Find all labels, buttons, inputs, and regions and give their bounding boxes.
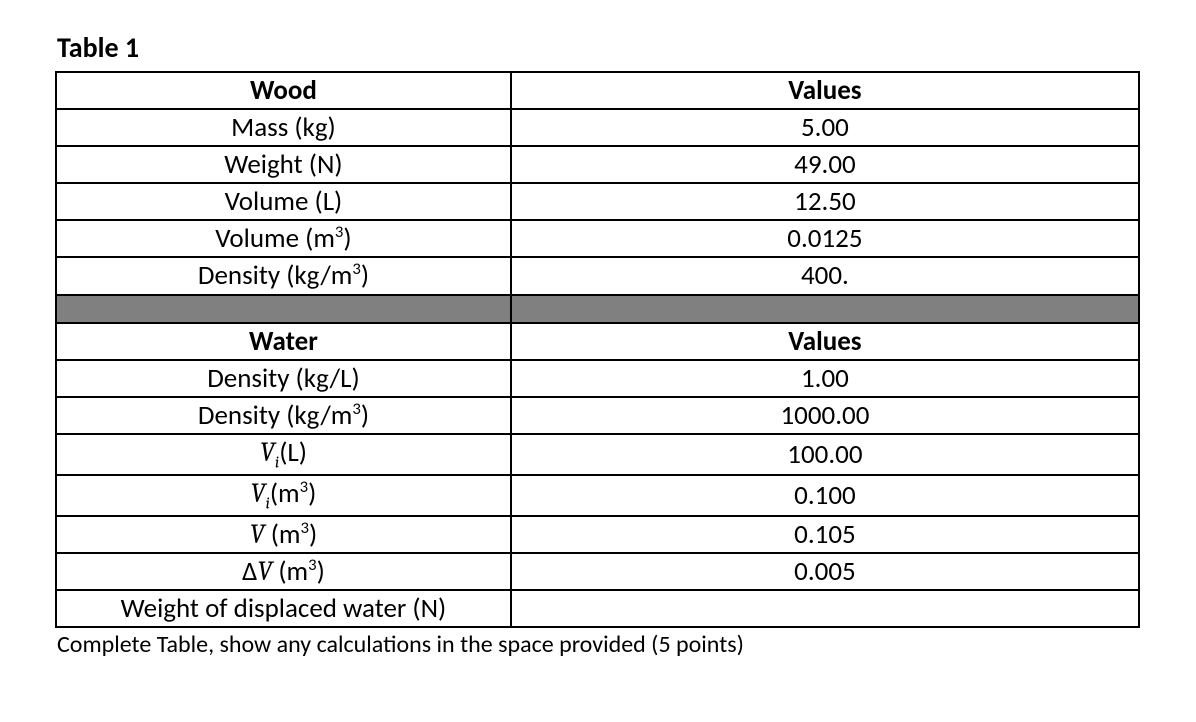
- row-value: [511, 590, 1139, 627]
- data-table: Wood Values Mass (kg) 5.00 Weight (N) 49…: [55, 71, 1140, 628]
- section-header-right: Values: [511, 323, 1139, 360]
- table-row: Water Values: [56, 323, 1139, 360]
- row-value: 0.105: [511, 516, 1139, 553]
- row-label: Weight of displaced water (N): [56, 590, 511, 627]
- row-value: 49.00: [511, 146, 1139, 183]
- row-value: 400.: [511, 257, 1139, 294]
- row-label: Density (kg/m3): [56, 257, 511, 294]
- table-row: Weight of displaced water (N): [56, 590, 1139, 627]
- row-label: ΔV (m3): [56, 553, 511, 590]
- table-row: Density (kg/m3) 1000.00: [56, 397, 1139, 434]
- table-row: Wood Values: [56, 72, 1139, 109]
- row-label: Vi(L): [56, 434, 511, 475]
- table-row: Volume (m3) 0.0125: [56, 220, 1139, 257]
- row-label: Weight (N): [56, 146, 511, 183]
- table-row: Density (kg/m3) 400.: [56, 257, 1139, 294]
- row-value: 0.100: [511, 475, 1139, 516]
- row-label: Volume (L): [56, 183, 511, 220]
- row-value: 12.50: [511, 183, 1139, 220]
- table-row: Mass (kg) 5.00: [56, 109, 1139, 146]
- table-row: Vi(m3) 0.100: [56, 475, 1139, 516]
- row-value: 100.00: [511, 434, 1139, 475]
- table-row: Vi(L) 100.00: [56, 434, 1139, 475]
- row-value: 0.005: [511, 553, 1139, 590]
- table-title: Table 1: [57, 30, 1196, 65]
- row-value: 0.0125: [511, 220, 1139, 257]
- section-header-left: Water: [56, 323, 511, 360]
- row-label: Density (kg/m3): [56, 397, 511, 434]
- table-row: Density (kg/L) 1.00: [56, 360, 1139, 397]
- section-header-right: Values: [511, 72, 1139, 109]
- row-label: Vi(m3): [56, 475, 511, 516]
- row-label: V (m3): [56, 516, 511, 553]
- row-label: Volume (m3): [56, 220, 511, 257]
- table-row: ΔV (m3) 0.005: [56, 553, 1139, 590]
- table-row: Volume (L) 12.50: [56, 183, 1139, 220]
- row-value: 1000.00: [511, 397, 1139, 434]
- row-value: 5.00: [511, 109, 1139, 146]
- section-header-left: Wood: [56, 72, 511, 109]
- table-caption: Complete Table, show any calculations in…: [57, 630, 1196, 659]
- table-row: V (m3) 0.105: [56, 516, 1139, 553]
- table-row: Weight (N) 49.00: [56, 146, 1139, 183]
- row-label: Mass (kg): [56, 109, 511, 146]
- row-value: 1.00: [511, 360, 1139, 397]
- section-separator: [56, 295, 1139, 323]
- row-label: Density (kg/L): [56, 360, 511, 397]
